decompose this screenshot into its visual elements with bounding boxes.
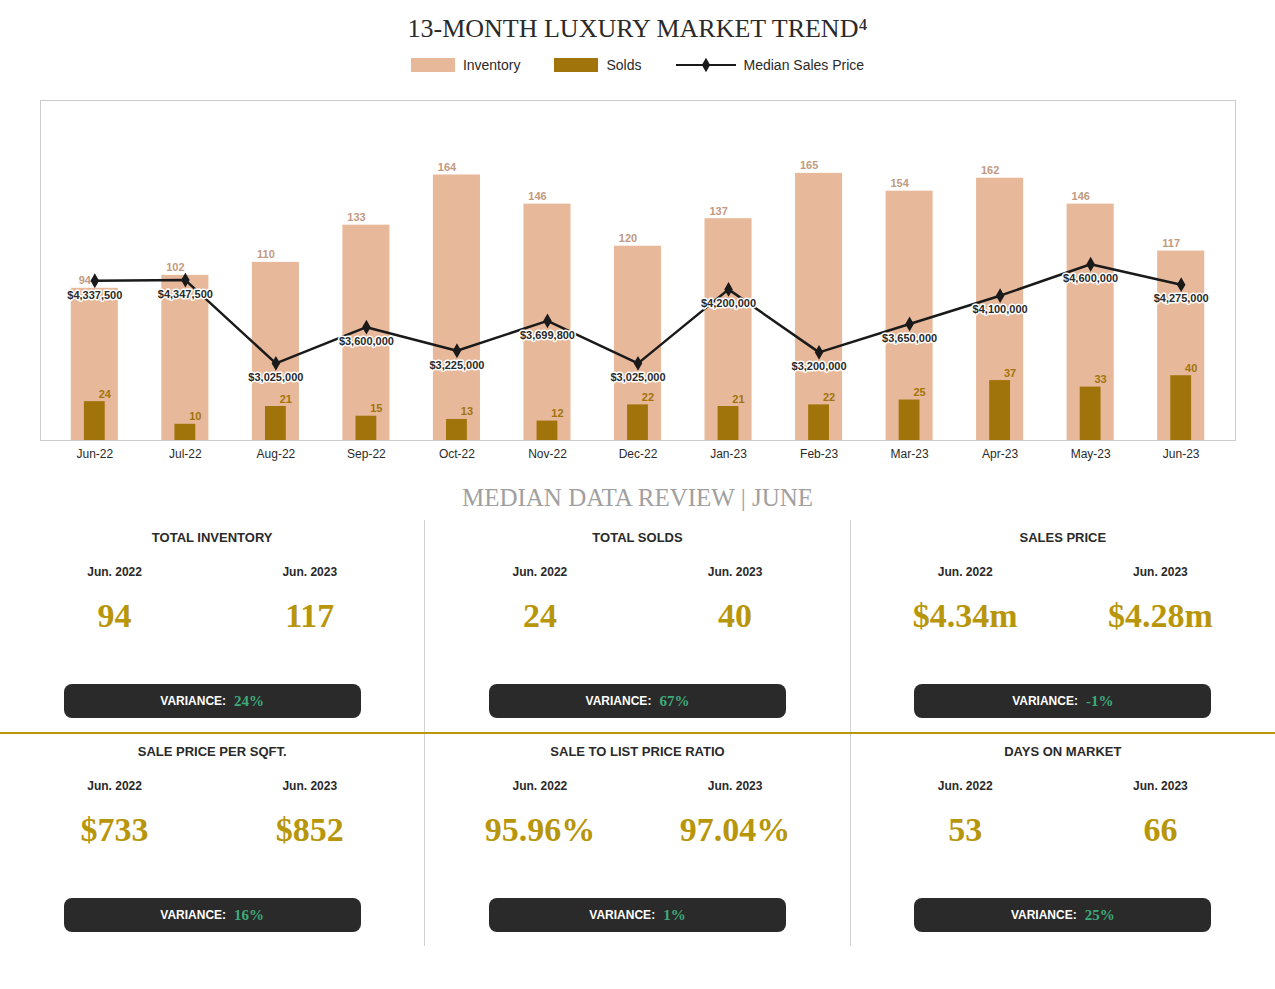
svg-text:146: 146 [528,190,546,202]
svg-text:110: 110 [257,248,275,260]
svg-text:$3,650,000: $3,650,000 [882,332,937,344]
html-text:94: 94 [97,597,132,634]
svg-text:165: 165 [800,159,818,171]
html-text:MEDIAN DATA REVIEW | JUNE: MEDIAN DATA REVIEW | JUNE [461,484,814,511]
svg-text:$4,100,000: $4,100,000 [973,303,1028,315]
html-text:VARIANCE:: VARIANCE: [589,908,656,922]
svg-text:24: 24 [99,388,112,400]
html-text:95.96%: 95.96% [484,811,596,848]
svg-text:164: 164 [438,161,457,173]
html-text:Jun. 2022: Jun. 2022 [937,565,993,579]
svg-text:$3,699,800: $3,699,800 [520,329,575,341]
html-text:VARIANCE:: VARIANCE: [160,694,226,708]
svg-text:Jan-23: Jan-23 [710,447,747,461]
html-text:SALE TO LIST PRICE RATIO: SALE TO LIST PRICE RATIO [550,744,725,759]
svg-text:Mar-23: Mar-23 [891,447,929,461]
svg-text:$3,025,000: $3,025,000 [610,371,665,383]
html-text:Jun. 2023: Jun. 2023 [282,565,338,579]
html-text:TOTAL SOLDS: TOTAL SOLDS [592,530,683,545]
html-text:SALES PRICE: SALES PRICE [1019,530,1107,545]
svg-text:Jul-22: Jul-22 [169,447,202,461]
html-text:VARIANCE:: VARIANCE: [1010,908,1077,922]
html-text:24: 24 [522,597,557,634]
svg-text:Nov-22: Nov-22 [528,447,567,461]
svg-text:$3,025,000: $3,025,000 [248,371,303,383]
html-text:117: 117 [285,597,335,634]
svg-text:146: 146 [1072,190,1090,202]
html-text:$4.28m: $4.28m [1108,597,1213,634]
svg-text:May-23: May-23 [1071,447,1111,461]
svg-text:13: 13 [461,405,473,417]
html-text:DAYS ON MARKET: DAYS ON MARKET [1004,744,1122,759]
html-text:SALE PRICE PER SQFT.: SALE PRICE PER SQFT. [137,744,287,759]
html-text:97.04%: 97.04% [679,811,791,848]
html-text:Jun. 2023: Jun. 2023 [1133,565,1188,579]
html-text:13-MONTH LUXURY MARKET TREND⁴: 13-MONTH LUXURY MARKET TREND⁴ [407,14,868,43]
svg-text:117: 117 [1162,237,1180,249]
svg-text:162: 162 [981,164,999,176]
html-text:Jun. 2022: Jun. 2022 [87,779,142,793]
svg-text:$3,600,000: $3,600,000 [339,335,394,347]
html-text:VARIANCE:: VARIANCE: [160,908,226,922]
svg-text:37: 37 [1004,367,1016,379]
svg-text:$3,200,000: $3,200,000 [792,360,847,372]
html-text:Solds: Solds [606,57,642,73]
html-text:TOTAL INVENTORY: TOTAL INVENTORY [151,530,273,545]
svg-text:102: 102 [166,261,184,273]
svg-text:133: 133 [347,211,365,223]
svg-text:Aug-22: Aug-22 [257,447,296,461]
html-text:Jun. 2022: Jun. 2022 [512,779,568,793]
html-text:VARIANCE:: VARIANCE: [585,694,652,708]
svg-text:22: 22 [642,391,654,403]
svg-text:33: 33 [1094,373,1106,385]
svg-text:$3,225,000: $3,225,000 [429,359,484,371]
svg-text:Apr-23: Apr-23 [982,447,1018,461]
svg-text:40: 40 [1185,362,1197,374]
svg-text:Sep-22: Sep-22 [347,447,386,461]
svg-text:$4,337,500: $4,337,500 [67,289,122,301]
svg-text:94: 94 [79,274,92,286]
html-text:66: 66 [1143,811,1178,848]
html-text:16%: 16% [234,906,264,923]
svg-text:$4,275,000: $4,275,000 [1154,292,1209,304]
svg-text:10: 10 [189,410,201,422]
html-text:Jun. 2023: Jun. 2023 [707,565,763,579]
svg-text:Dec-22: Dec-22 [619,447,658,461]
html-text:$4.34m: $4.34m [912,597,1018,634]
html-text:24%: 24% [234,692,264,709]
svg-text:21: 21 [732,393,744,405]
html-text:-1%: -1% [1086,692,1114,709]
html-text:Jun. 2022: Jun. 2022 [512,565,568,579]
svg-text:25: 25 [913,386,925,398]
svg-text:$4,347,500: $4,347,500 [158,288,213,300]
svg-text:22: 22 [823,391,835,403]
html-text:1%: 1% [663,906,686,923]
html-text:Jun. 2022: Jun. 2022 [87,565,142,579]
html-text:$733: $733 [80,811,149,848]
html-text:67%: 67% [659,692,690,709]
svg-text:$4,600,000: $4,600,000 [1063,272,1118,284]
svg-text:21: 21 [280,393,292,405]
svg-text:154: 154 [890,177,909,189]
svg-text:15: 15 [370,402,382,414]
html-text:Jun. 2023: Jun. 2023 [282,779,338,793]
svg-text:12: 12 [551,407,563,419]
svg-text:Jun-22: Jun-22 [76,447,113,461]
html-text:Jun. 2022: Jun. 2022 [937,779,993,793]
html-text:$852: $852 [275,811,344,848]
html-text:Median Sales Price: Median Sales Price [743,57,865,73]
svg-text:120: 120 [619,232,637,244]
svg-text:Jun-23: Jun-23 [1163,447,1200,461]
html-text:Inventory: Inventory [462,57,521,73]
html-text:40: 40 [718,597,753,634]
html-text:25%: 25% [1084,906,1115,923]
html-text:Jun. 2023: Jun. 2023 [1133,779,1188,793]
html-text:Jun. 2023: Jun. 2023 [707,779,763,793]
html-text:53: 53 [948,811,983,848]
svg-text:Feb-23: Feb-23 [800,447,838,461]
svg-text:137: 137 [709,205,727,217]
html-text:VARIANCE:: VARIANCE: [1012,694,1078,708]
svg-text:Oct-22: Oct-22 [439,447,475,461]
svg-text:$4,200,000: $4,200,000 [701,297,756,309]
